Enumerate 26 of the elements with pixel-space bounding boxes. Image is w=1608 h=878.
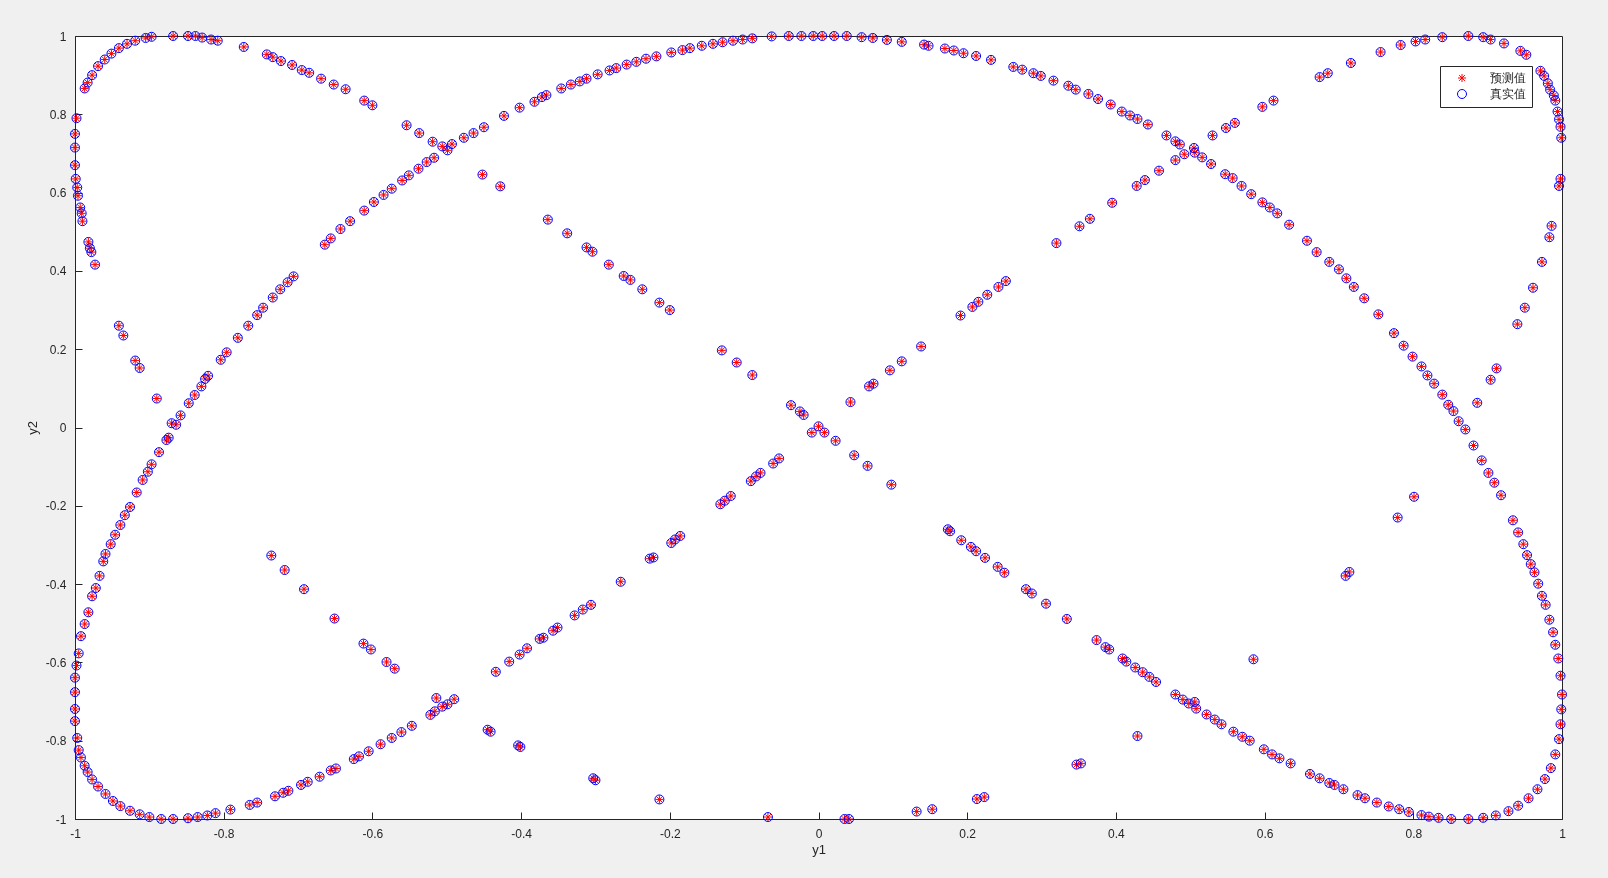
y-tick-label: 0.8	[49, 107, 67, 122]
y-tick-label: 0.6	[49, 186, 67, 201]
y-tick-label: -0.2	[45, 499, 67, 514]
legend-label: 真实值	[1490, 87, 1526, 101]
x-tick-label: 1	[1559, 826, 1567, 841]
y-tick-label: 1	[59, 29, 67, 44]
legend-label: 预测值	[1490, 71, 1526, 85]
y-tick-label: -1	[55, 812, 67, 827]
x-tick-label: -1	[70, 826, 82, 841]
y-tick-label: 0	[59, 421, 67, 435]
x-tick-label: 0	[815, 826, 823, 841]
y-tick-label: -0.4	[45, 577, 67, 592]
x-tick-label: -0.4	[511, 826, 533, 841]
x-tick-label: 0.6	[1256, 826, 1274, 841]
y-tick-label: -0.8	[45, 734, 67, 749]
y-tick-label: 0.2	[49, 342, 67, 357]
x-tick-label: 0.8	[1405, 826, 1423, 841]
x-tick-label: 0.4	[1108, 826, 1126, 841]
y-axis-title: y2	[24, 421, 40, 435]
x-tick-label: 0.2	[959, 826, 977, 841]
x-axis-title: y1	[812, 841, 826, 857]
x-tick-label: -0.8	[213, 826, 235, 841]
y-tick-label: -0.6	[45, 655, 67, 670]
x-tick-label: -0.6	[362, 826, 384, 841]
y-tick-label: 0.4	[49, 264, 67, 279]
x-tick-label: -0.2	[659, 826, 681, 841]
